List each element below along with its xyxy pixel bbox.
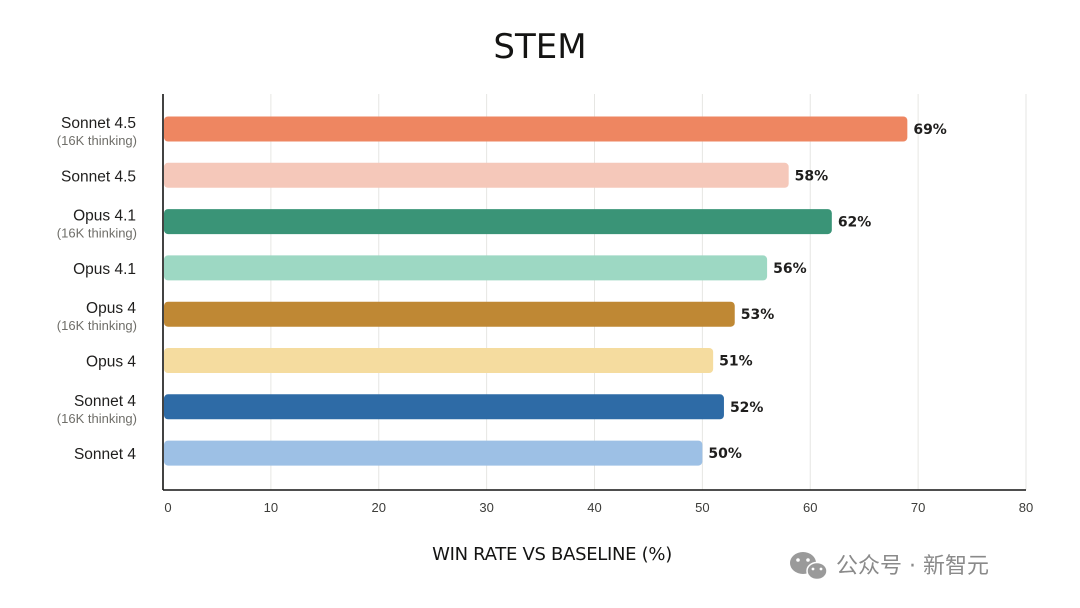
wechat-icon	[790, 552, 828, 581]
value-label: 52%	[730, 400, 764, 416]
x-tick-label: 20	[372, 500, 386, 515]
value-label: 53%	[741, 307, 775, 323]
x-tick-label: 40	[587, 500, 601, 515]
bar	[164, 440, 703, 466]
x-tick-label: 50	[695, 500, 709, 515]
x-tick-label: 10	[264, 500, 278, 515]
category-sublabel: (16K thinking)	[57, 318, 137, 333]
category-label: Sonnet 4.5	[61, 168, 136, 185]
watermark: 公众号 · 新智元	[790, 552, 989, 581]
category-label: Opus 4.1	[73, 261, 136, 278]
value-label: 69%	[913, 122, 947, 138]
category-label: Opus 4.1	[73, 208, 136, 225]
value-label: 51%	[719, 354, 753, 370]
value-label: 50%	[708, 446, 742, 462]
bar	[164, 209, 832, 235]
x-tick-label: 60	[803, 500, 817, 515]
value-label: 58%	[795, 168, 829, 184]
category-label: Sonnet 4	[74, 393, 136, 410]
bar	[164, 255, 768, 281]
bars	[164, 116, 908, 466]
category-label: Sonnet 4.5	[61, 115, 136, 132]
category-label: Opus 4	[86, 354, 136, 371]
axes: 0 10 20 30 40 50 60 70 80	[162, 94, 1033, 515]
category-sublabel: (16K thinking)	[57, 133, 137, 148]
category-label: Opus 4	[86, 300, 136, 317]
watermark-text: 公众号 · 新智元	[836, 554, 989, 579]
value-label: 56%	[773, 261, 807, 277]
value-label: 62%	[838, 215, 872, 231]
bar	[164, 301, 735, 327]
x-tick-label: 0	[164, 500, 171, 515]
category-sublabel: (16K thinking)	[57, 226, 137, 241]
bar	[164, 116, 908, 142]
bar	[164, 348, 714, 373]
category-sublabel: (16K thinking)	[57, 411, 137, 426]
x-tick-label: 30	[479, 500, 493, 515]
bar	[164, 162, 789, 188]
category-label: Sonnet 4	[74, 446, 136, 463]
grid-lines	[270, 94, 1027, 490]
bar	[164, 394, 724, 420]
x-tick-label: 80	[1019, 500, 1033, 515]
chart-title: STEM	[493, 27, 586, 67]
x-axis-title: WIN RATE VS BASELINE (%)	[432, 544, 672, 565]
x-tick-label: 70	[911, 500, 925, 515]
category-labels: 69%Sonnet 4.5(16K thinking)58%Sonnet 4.5…	[57, 115, 947, 463]
